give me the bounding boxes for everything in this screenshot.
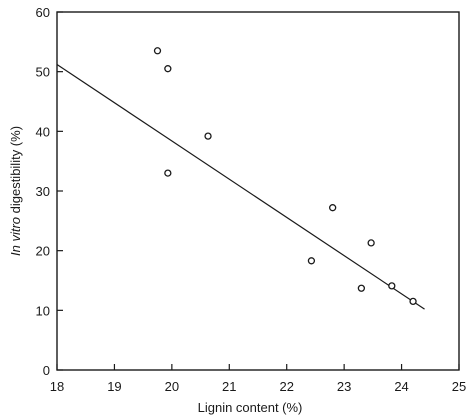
data-point [153,47,162,55]
data-point [164,65,172,73]
y-tick-label: 50 [36,65,50,80]
y-tick-label: 20 [36,244,50,259]
y-axis-title-rest: digestibility (%) [8,126,23,217]
y-axis-title-italic: In vitro [8,217,23,256]
data-point [409,297,417,306]
x-tick-label: 19 [107,379,121,394]
data-point [329,204,337,212]
x-tick-label: 24 [394,379,408,394]
x-tick-label: 20 [165,379,179,394]
data-point [307,257,316,265]
data-point [357,284,366,292]
regression-line [56,64,425,310]
y-tick-label: 40 [36,124,50,139]
data-point [204,132,212,140]
y-tick-label: 60 [36,5,50,20]
y-tick-label: 30 [36,184,50,199]
data-point [388,282,396,290]
y-axis-title: In vitro digestibility (%) [8,126,23,256]
axis-ticks [56,11,460,371]
x-tick-label: 21 [222,379,236,394]
plot-frame [56,11,460,371]
data-point [164,169,172,177]
data-point [367,239,375,247]
x-axis-title: Lignin content (%) [198,400,303,415]
data-points [153,47,417,306]
x-tick-label: 25 [452,379,466,394]
x-tick-label: 22 [279,379,293,394]
x-tick-label: 23 [337,379,351,394]
axis-tick-labels: 18 19 20 21 22 23 24 25 0 10 20 30 40 50 60 [36,5,467,394]
x-tick-label: 18 [50,379,64,394]
y-tick-label: 0 [43,363,50,378]
y-tick-label: 10 [36,303,50,318]
